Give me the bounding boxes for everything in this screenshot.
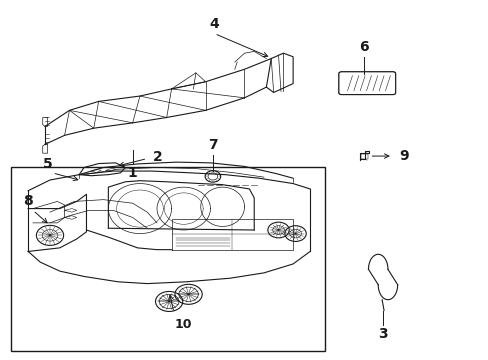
- Text: 7: 7: [208, 138, 217, 152]
- Text: 10: 10: [175, 318, 192, 330]
- Text: 5: 5: [42, 157, 52, 171]
- Text: 1: 1: [127, 166, 137, 180]
- Text: 8: 8: [23, 194, 33, 208]
- Text: 4: 4: [209, 17, 219, 31]
- Text: 6: 6: [358, 40, 367, 54]
- Bar: [11, 167, 324, 351]
- Text: 3: 3: [378, 327, 387, 341]
- Text: 2: 2: [153, 150, 163, 164]
- Text: 9: 9: [398, 149, 408, 163]
